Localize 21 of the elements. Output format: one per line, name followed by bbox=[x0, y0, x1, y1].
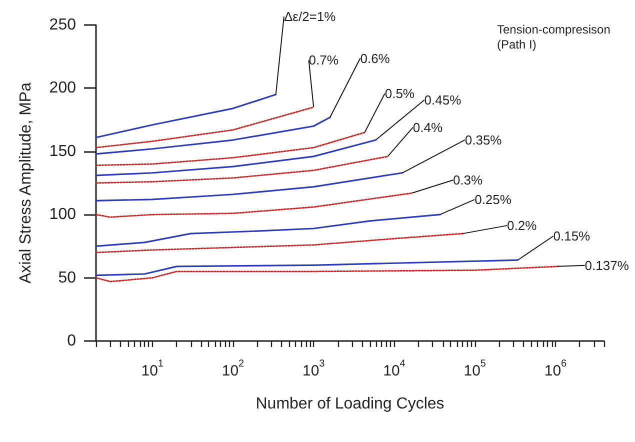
y-axis-title: Axial Stress Amplitude, MPa bbox=[18, 82, 34, 284]
y-tick-label: 200 bbox=[49, 80, 76, 97]
y-tick-label: 50 bbox=[58, 269, 76, 286]
text: 0.4% bbox=[412, 120, 443, 135]
y-tick-label: 100 bbox=[49, 206, 76, 224]
text: 0.137% bbox=[584, 258, 630, 273]
text: 0.2% bbox=[507, 218, 538, 234]
text: 0.5% bbox=[384, 86, 415, 101]
text: 0.3% bbox=[452, 172, 484, 188]
x-axis-title: Number of Loading Cycles bbox=[256, 396, 444, 412]
text: 0.15% bbox=[553, 228, 591, 244]
text: 0.45% bbox=[424, 92, 462, 108]
text: 0.25% bbox=[474, 192, 512, 208]
y-tick-label: 0 bbox=[67, 332, 76, 350]
annotation: Tension-compresison (Path I) bbox=[497, 22, 614, 52]
y-tick-label: 150 bbox=[49, 142, 76, 160]
text: 0.7% bbox=[308, 52, 339, 68]
y-tick-label: 250 bbox=[49, 16, 76, 34]
text: 0.35% bbox=[464, 132, 502, 148]
text: Δε/2=1% bbox=[284, 9, 336, 24]
text: 0.6% bbox=[360, 50, 390, 66]
